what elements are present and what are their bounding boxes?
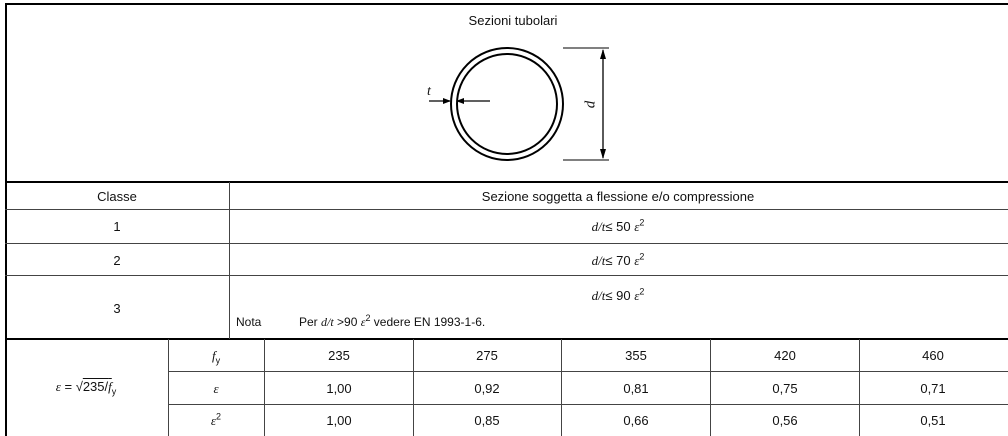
- class-3-op: ≤ 90: [605, 288, 631, 303]
- value-eps2-460: 0,51: [920, 413, 946, 428]
- value-fy-355: 355: [625, 348, 647, 363]
- figure-title: Sezioni tubolari: [468, 13, 558, 28]
- header-classe: Classe: [97, 189, 137, 204]
- class-3-ratio: d/t: [591, 288, 606, 303]
- note-eps: ε: [360, 315, 366, 329]
- formula-eq: =: [60, 379, 76, 394]
- sym-fy-sub: y: [215, 355, 221, 366]
- note-exp: 2: [365, 313, 371, 323]
- class-column-divider: [229, 182, 230, 339]
- row1-bottom-line: [5, 243, 1008, 244]
- formula-root: √: [75, 379, 83, 394]
- tube-outer-circle: [450, 47, 564, 161]
- symbol-column-divider: [264, 339, 265, 436]
- class-3-eps: ε: [634, 288, 640, 303]
- thickness-label: t: [427, 84, 431, 99]
- col-420-divider: [710, 339, 711, 436]
- value-fy-235: 235: [328, 348, 350, 363]
- class-1-ratio: d/t: [591, 219, 606, 234]
- formula-sub: y: [111, 386, 117, 397]
- note-ratio: d/t: [321, 315, 334, 329]
- value-fy-460: 460: [922, 348, 944, 363]
- header-bottom-line: [5, 209, 1008, 210]
- class-1-exp: 2: [639, 217, 645, 228]
- formula-num: 235/: [82, 379, 109, 394]
- value-fy-420: 420: [774, 348, 796, 363]
- epsilon-formula: ε = √235/fy: [55, 379, 117, 396]
- note-op: >90: [333, 315, 361, 329]
- note-text: Per d/t >90 ε2 vedere EN 1993-1-6.: [299, 313, 486, 329]
- diameter-label: d: [582, 100, 599, 109]
- formula-column-divider: [168, 339, 169, 436]
- formula-f: f: [108, 379, 112, 394]
- class-3-exp: 2: [639, 286, 645, 297]
- value-eps-355: 0,81: [623, 381, 649, 396]
- class-2-condition: d/t≤ 70 ε2: [591, 251, 645, 268]
- tube-section-drawing: [429, 47, 609, 161]
- class-2-exp: 2: [639, 251, 645, 262]
- note-post: vedere EN 1993-1-6.: [370, 315, 486, 329]
- tube-inner-circle: [456, 53, 558, 155]
- value-eps2-235: 1,00: [326, 413, 352, 428]
- col-460-divider: [859, 339, 860, 436]
- class-block-bottom-border: [5, 338, 1008, 340]
- table-left-border: [5, 3, 7, 436]
- value-eps2-355: 0,66: [623, 413, 649, 428]
- header-section-type: Sezione soggetta a flessione e/o compres…: [481, 189, 755, 204]
- class-3-number: 3: [113, 301, 121, 316]
- note-label: Nota: [236, 315, 262, 329]
- row2-bottom-line: [5, 275, 1008, 276]
- note-pre: Per: [299, 315, 322, 329]
- eps-row-2-symbol: ε: [213, 381, 219, 396]
- eps-row-1-symbol: fy: [211, 348, 220, 365]
- class-3-condition: d/t≤ 90 ε2: [591, 286, 645, 303]
- class-2-ratio: d/t: [591, 253, 606, 268]
- figure-bottom-border: [5, 181, 1008, 183]
- eps-row-3-symbol: ε2: [210, 411, 222, 428]
- eps-row2-bottom-line: [168, 404, 1008, 405]
- class-1-number: 1: [113, 219, 121, 234]
- class-1-condition: d/t≤ 50 ε2: [591, 217, 645, 234]
- value-eps-420: 0,75: [772, 381, 798, 396]
- eps-row1-bottom-line: [168, 371, 1008, 372]
- col-275-divider: [413, 339, 414, 436]
- value-eps-275: 0,92: [474, 381, 500, 396]
- value-eps2-420: 0,56: [772, 413, 798, 428]
- formula-eps: ε: [55, 379, 61, 394]
- table-top-border: [5, 3, 1008, 5]
- sym-eps2-sup: 2: [216, 411, 222, 422]
- class-2-number: 2: [113, 253, 121, 268]
- value-fy-275: 275: [476, 348, 498, 363]
- value-eps-460: 0,71: [920, 381, 946, 396]
- col-355-divider: [561, 339, 562, 436]
- class-2-eps: ε: [634, 253, 640, 268]
- class-1-op: ≤ 50: [605, 219, 631, 234]
- diameter-dimension: [563, 47, 609, 161]
- value-eps-235: 1,00: [326, 381, 352, 396]
- sym-eps2: ε: [210, 413, 217, 428]
- thickness-arrow: [429, 98, 490, 104]
- sym-fy: f: [211, 348, 216, 363]
- class-1-eps: ε: [634, 219, 640, 234]
- value-eps2-275: 0,85: [474, 413, 500, 428]
- class-2-op: ≤ 70: [605, 253, 631, 268]
